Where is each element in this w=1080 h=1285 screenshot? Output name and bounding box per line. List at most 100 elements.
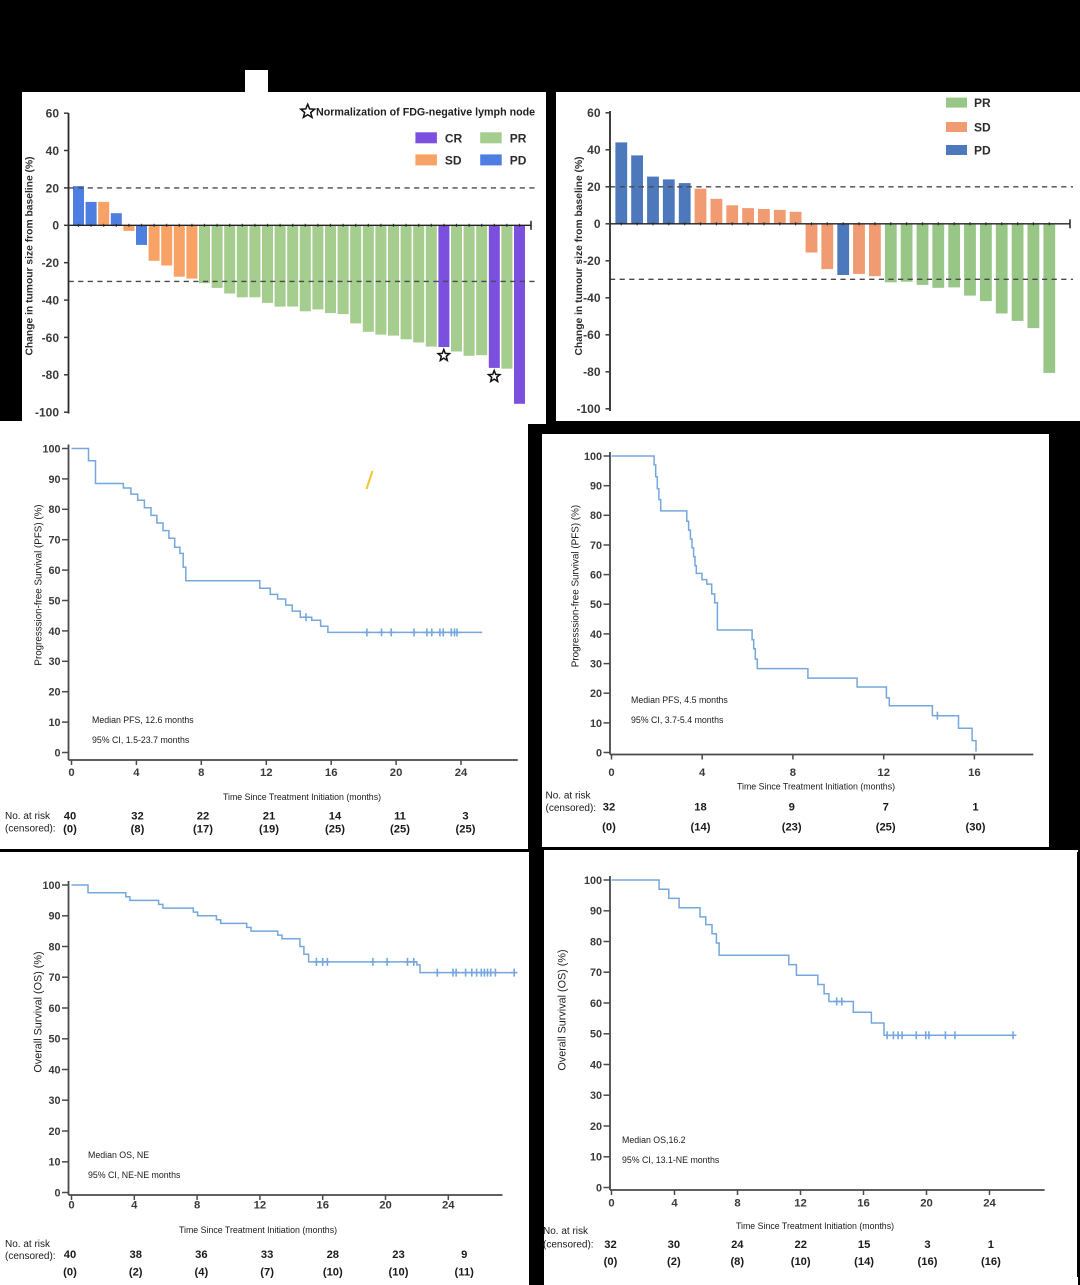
svg-text:(0): (0): [63, 824, 77, 836]
svg-text:60: 60: [46, 107, 60, 121]
svg-text:(25): (25): [456, 824, 476, 836]
svg-text:PR: PR: [510, 131, 527, 145]
svg-text:50: 50: [590, 599, 602, 611]
svg-text:-40: -40: [583, 291, 601, 305]
svg-text:22: 22: [794, 1239, 806, 1251]
svg-text:95% CI, NE-NE months: 95% CI, NE-NE months: [88, 1170, 181, 1180]
svg-text:8: 8: [194, 1200, 200, 1212]
svg-text:40: 40: [590, 1059, 602, 1071]
svg-text:12: 12: [877, 767, 890, 779]
svg-text:40: 40: [48, 626, 60, 638]
svg-text:20: 20: [48, 1126, 60, 1138]
svg-text:-80: -80: [42, 368, 60, 382]
svg-text:Time Since Treatment Initiatio: Time Since Treatment Initiation (months): [179, 1225, 337, 1235]
svg-text:0: 0: [52, 219, 59, 233]
svg-text:Median OS,16.2: Median OS,16.2: [622, 1135, 686, 1145]
svg-text:60: 60: [590, 998, 602, 1010]
svg-text:Time Since Treatment Initiatio: Time Since Treatment Initiation (months): [736, 1221, 894, 1231]
svg-text:8: 8: [734, 1198, 740, 1210]
svg-text:0: 0: [608, 1198, 614, 1210]
svg-text:40: 40: [590, 629, 602, 641]
svg-text:22: 22: [197, 811, 209, 823]
svg-text:100: 100: [42, 880, 60, 892]
svg-text:60: 60: [48, 565, 60, 577]
svg-text:(censored):: (censored):: [5, 1251, 56, 1262]
svg-text:(10): (10): [323, 1267, 343, 1279]
svg-text:0: 0: [594, 217, 601, 231]
svg-text:(30): (30): [966, 822, 986, 834]
svg-text:38: 38: [129, 1249, 141, 1261]
svg-text:PD: PD: [510, 153, 527, 167]
svg-text:50: 50: [48, 595, 60, 607]
svg-text:0: 0: [596, 1182, 602, 1194]
svg-text:32: 32: [603, 801, 615, 813]
svg-text:80: 80: [48, 504, 60, 516]
svg-text:20: 20: [920, 1198, 933, 1210]
svg-text:12: 12: [794, 1198, 807, 1210]
svg-text:30: 30: [48, 656, 60, 668]
svg-text:(23): (23): [782, 822, 802, 834]
svg-text:PD: PD: [974, 144, 991, 158]
svg-text:20: 20: [390, 767, 403, 779]
svg-text:(16): (16): [981, 1256, 1001, 1268]
svg-text:80: 80: [590, 510, 602, 522]
svg-text:Time Since Treatment Initiatio: Time Since Treatment Initiation (months): [223, 792, 381, 802]
svg-text:24: 24: [731, 1239, 744, 1251]
svg-text:90: 90: [590, 481, 602, 493]
svg-text:100: 100: [584, 875, 602, 887]
svg-text:70: 70: [48, 535, 60, 547]
svg-text:40: 40: [48, 1064, 60, 1076]
svg-text:40: 40: [587, 143, 601, 157]
svg-text:4: 4: [131, 1200, 138, 1212]
svg-text:23: 23: [392, 1249, 404, 1261]
svg-text:3: 3: [924, 1239, 930, 1251]
svg-text:(0): (0): [602, 822, 616, 834]
svg-text:7: 7: [883, 801, 889, 813]
svg-text:40: 40: [64, 1249, 76, 1261]
svg-text:70: 70: [590, 540, 602, 552]
svg-text:(14): (14): [691, 822, 711, 834]
svg-text:20: 20: [590, 688, 602, 700]
svg-text:50: 50: [590, 1029, 602, 1041]
svg-text:8: 8: [198, 767, 204, 779]
svg-text:20: 20: [379, 1200, 392, 1212]
svg-text:(4): (4): [195, 1267, 209, 1279]
svg-text:(2): (2): [667, 1256, 681, 1268]
svg-text:Progresssion-free Survival (PF: Progresssion-free Survival (PFS) (%): [571, 505, 582, 667]
svg-text:PR: PR: [974, 96, 991, 110]
svg-text:4: 4: [699, 767, 706, 779]
svg-text:-100: -100: [576, 402, 600, 416]
svg-text:12: 12: [254, 1200, 267, 1212]
svg-text:Change in tumour size from bas: Change in tumour size from baseline (%): [574, 156, 585, 355]
svg-text:30: 30: [590, 1090, 602, 1102]
svg-text:12: 12: [260, 767, 273, 779]
svg-text:24: 24: [983, 1198, 996, 1210]
svg-text:9: 9: [461, 1249, 467, 1261]
svg-text:-20: -20: [42, 256, 60, 270]
svg-text:(25): (25): [876, 822, 896, 834]
svg-text:(8): (8): [131, 824, 145, 836]
svg-text:8: 8: [790, 767, 796, 779]
svg-text:CR: CR: [445, 131, 463, 145]
svg-text:10: 10: [48, 1157, 60, 1169]
svg-text:No. at risk: No. at risk: [5, 1239, 51, 1250]
svg-text:-20: -20: [583, 254, 601, 268]
svg-text:4: 4: [671, 1198, 678, 1210]
svg-text:Median PFS, 12.6 months: Median PFS, 12.6 months: [92, 715, 194, 725]
svg-text:0: 0: [596, 747, 602, 759]
svg-text:Overall Survival (OS) (%): Overall Survival (OS) (%): [557, 949, 569, 1070]
svg-text:(censored):: (censored):: [5, 824, 56, 835]
svg-text:95% CI, 3.7-5.4 months: 95% CI, 3.7-5.4 months: [631, 715, 724, 725]
svg-text:60: 60: [590, 570, 602, 582]
svg-text:80: 80: [590, 936, 602, 948]
svg-text:30: 30: [590, 659, 602, 671]
svg-text:16: 16: [316, 1200, 329, 1212]
svg-text:16: 16: [968, 767, 981, 779]
svg-text:4: 4: [133, 767, 140, 779]
svg-text:36: 36: [195, 1249, 207, 1261]
svg-text:50: 50: [48, 1034, 60, 1046]
svg-text:60: 60: [48, 1003, 60, 1015]
svg-text:-80: -80: [583, 365, 601, 379]
svg-text:40: 40: [64, 811, 76, 823]
svg-text:(0): (0): [63, 1267, 77, 1279]
